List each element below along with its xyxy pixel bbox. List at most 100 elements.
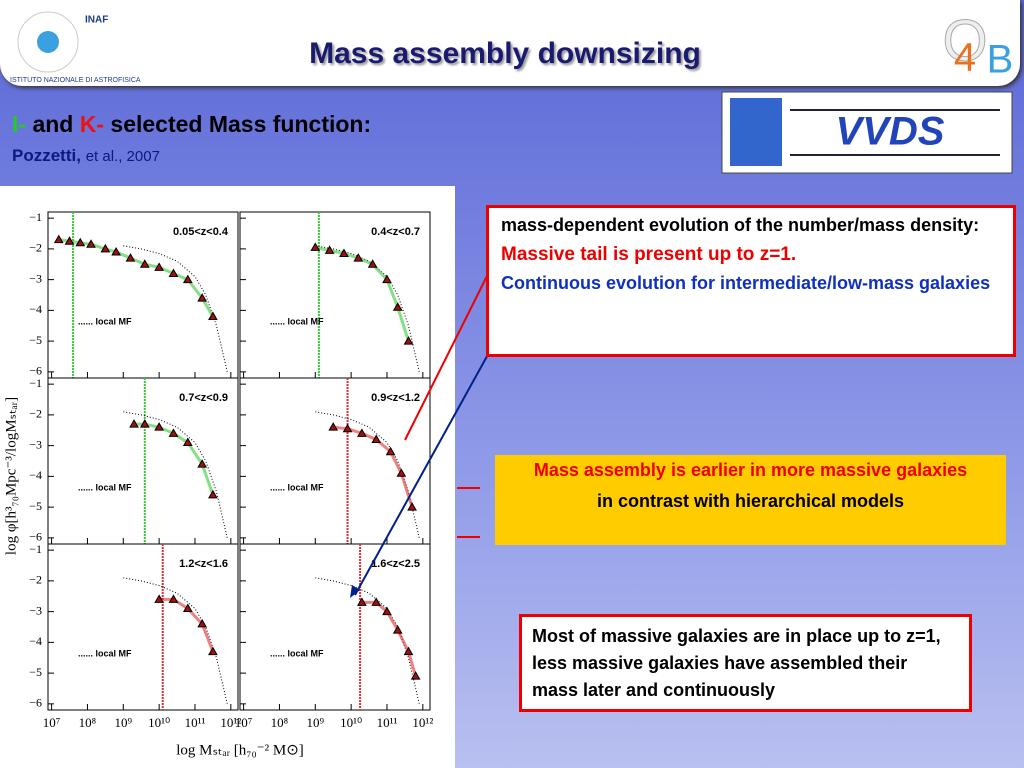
x-tick-label: 10⁹ bbox=[307, 715, 325, 730]
logo-o: O bbox=[942, 8, 987, 73]
data-point bbox=[75, 237, 86, 247]
y-tick-label: −5 bbox=[29, 499, 42, 513]
data-point bbox=[86, 239, 96, 248]
x-tick-label: 10⁹ bbox=[115, 715, 133, 730]
subtitle-rest: selected Mass function: bbox=[104, 111, 371, 137]
y-tick-label: −3 bbox=[29, 437, 42, 451]
data-point bbox=[371, 597, 382, 606]
data-point bbox=[154, 262, 164, 271]
data-point bbox=[403, 336, 414, 345]
data-point bbox=[168, 594, 179, 603]
data-point bbox=[182, 437, 193, 447]
local-label: ...... local MF bbox=[270, 648, 324, 658]
x-tick-label: 10¹¹ bbox=[185, 715, 206, 730]
panel-label: 0.9<z<1.2 bbox=[371, 392, 420, 404]
data-point bbox=[324, 245, 335, 254]
y-tick-label: −4 bbox=[29, 302, 42, 316]
local-label: ...... local MF bbox=[270, 316, 324, 326]
y-tick-label: −6 bbox=[29, 364, 42, 378]
y-axis-label: log φ[h³₇₀Mpc⁻³/logMₛₜₐᵣ] bbox=[3, 397, 19, 555]
data-point bbox=[353, 253, 364, 262]
local-mf bbox=[123, 577, 228, 704]
i-label: I- bbox=[12, 111, 26, 137]
local-label: ...... local MF bbox=[78, 648, 132, 658]
x-tick-label: 10¹⁰ bbox=[340, 715, 362, 730]
box3: Most of massive galaxies are in place up… bbox=[519, 614, 972, 712]
data-point bbox=[197, 618, 208, 628]
panel-label: 1.6<z<2.5 bbox=[371, 558, 420, 570]
data-point bbox=[168, 428, 179, 437]
data-point bbox=[111, 246, 121, 256]
data-point bbox=[208, 311, 218, 321]
local-mf bbox=[315, 411, 420, 538]
local-mf bbox=[123, 411, 228, 538]
data-point bbox=[367, 259, 378, 268]
citation-author: Pozzetti, bbox=[12, 146, 81, 165]
logo-text: INAF bbox=[85, 15, 108, 26]
header-graphics: INAF ISTITUTO NAZIONALE DI ASTROFISICA M… bbox=[10, 8, 1014, 174]
data-point bbox=[129, 419, 139, 428]
panel-label: 1.2<z<1.6 bbox=[179, 558, 228, 570]
data-point bbox=[382, 274, 392, 284]
y-tick-label: −1 bbox=[29, 210, 42, 224]
logo-ring bbox=[17, 11, 79, 73]
data-point bbox=[197, 459, 208, 468]
citation: Pozzetti, et al., 2007 bbox=[12, 146, 160, 165]
box1-line: mass-dependent evolution of the number/m… bbox=[501, 215, 980, 235]
data-point bbox=[392, 302, 403, 311]
y-tick-label: −1 bbox=[29, 542, 42, 556]
data-point bbox=[64, 236, 75, 245]
x-tick-label: 10¹⁰ bbox=[148, 715, 170, 730]
data-point bbox=[410, 671, 421, 680]
header-bar bbox=[0, 0, 1020, 86]
data-point bbox=[168, 268, 179, 277]
panel-label: 0.05<z<0.4 bbox=[173, 226, 229, 238]
data-point bbox=[208, 489, 218, 499]
data-point bbox=[357, 597, 367, 606]
x-axis-label: log Mₛₜₐᵣ [h₇₀⁻² M⊙] bbox=[176, 742, 304, 758]
box1-blue: Continuous evolution for intermediate/lo… bbox=[501, 273, 991, 293]
y-tick-label: −3 bbox=[29, 603, 42, 617]
and: and bbox=[26, 111, 80, 137]
data-point bbox=[382, 606, 392, 616]
fit-line bbox=[333, 425, 414, 508]
y-tick-label: −4 bbox=[29, 468, 42, 482]
x-tick-label: 10⁸ bbox=[271, 715, 289, 730]
data-point bbox=[197, 293, 208, 302]
panel-frame bbox=[47, 543, 239, 711]
y-tick-label: −5 bbox=[29, 665, 42, 679]
local-mf bbox=[123, 245, 228, 372]
figure: −1 −2 −3 −4 −5 −6 0.05<z<0.4 ...... local MF 0.4… bbox=[0, 186, 455, 768]
y-tick-label: −6 bbox=[29, 696, 42, 710]
data-point bbox=[139, 259, 150, 268]
box1-red: Massive tail is present up to z=1. bbox=[501, 244, 797, 265]
panel-label: 0.4<z<0.7 bbox=[371, 226, 420, 238]
y-tick-label: −2 bbox=[29, 241, 42, 255]
logo-ring-text: ISTITUTO NAZIONALE DI ASTROFISICA bbox=[10, 77, 141, 84]
logo-dot bbox=[37, 31, 59, 53]
data-point bbox=[100, 243, 111, 253]
data-point bbox=[182, 603, 193, 613]
data-point bbox=[53, 234, 64, 244]
local-label: ...... local MF bbox=[78, 316, 132, 326]
data-point bbox=[182, 274, 193, 284]
box2-red: Mass assembly is earlier in more massive… bbox=[533, 460, 968, 480]
local-mf bbox=[315, 245, 420, 372]
data-point bbox=[407, 502, 417, 511]
data-point bbox=[392, 625, 403, 634]
data-point bbox=[208, 646, 218, 656]
box3-text: Most of massive galaxies are in place up… bbox=[532, 626, 941, 700]
panel-label: 0.7<z<0.9 bbox=[179, 392, 228, 404]
panel-frame bbox=[239, 543, 431, 711]
x-tick-label: 10⁷ bbox=[43, 715, 61, 730]
x-tick-label: 10¹¹ bbox=[377, 715, 398, 730]
y-tick-label: −2 bbox=[29, 407, 42, 421]
x-tick-label: 10⁸ bbox=[79, 715, 97, 730]
data-point bbox=[339, 248, 349, 257]
data-point bbox=[125, 253, 136, 262]
logo-b: B bbox=[987, 38, 1014, 82]
y-tick-label: −6 bbox=[29, 530, 42, 544]
k-label: K- bbox=[80, 111, 104, 137]
data-point bbox=[403, 646, 414, 656]
